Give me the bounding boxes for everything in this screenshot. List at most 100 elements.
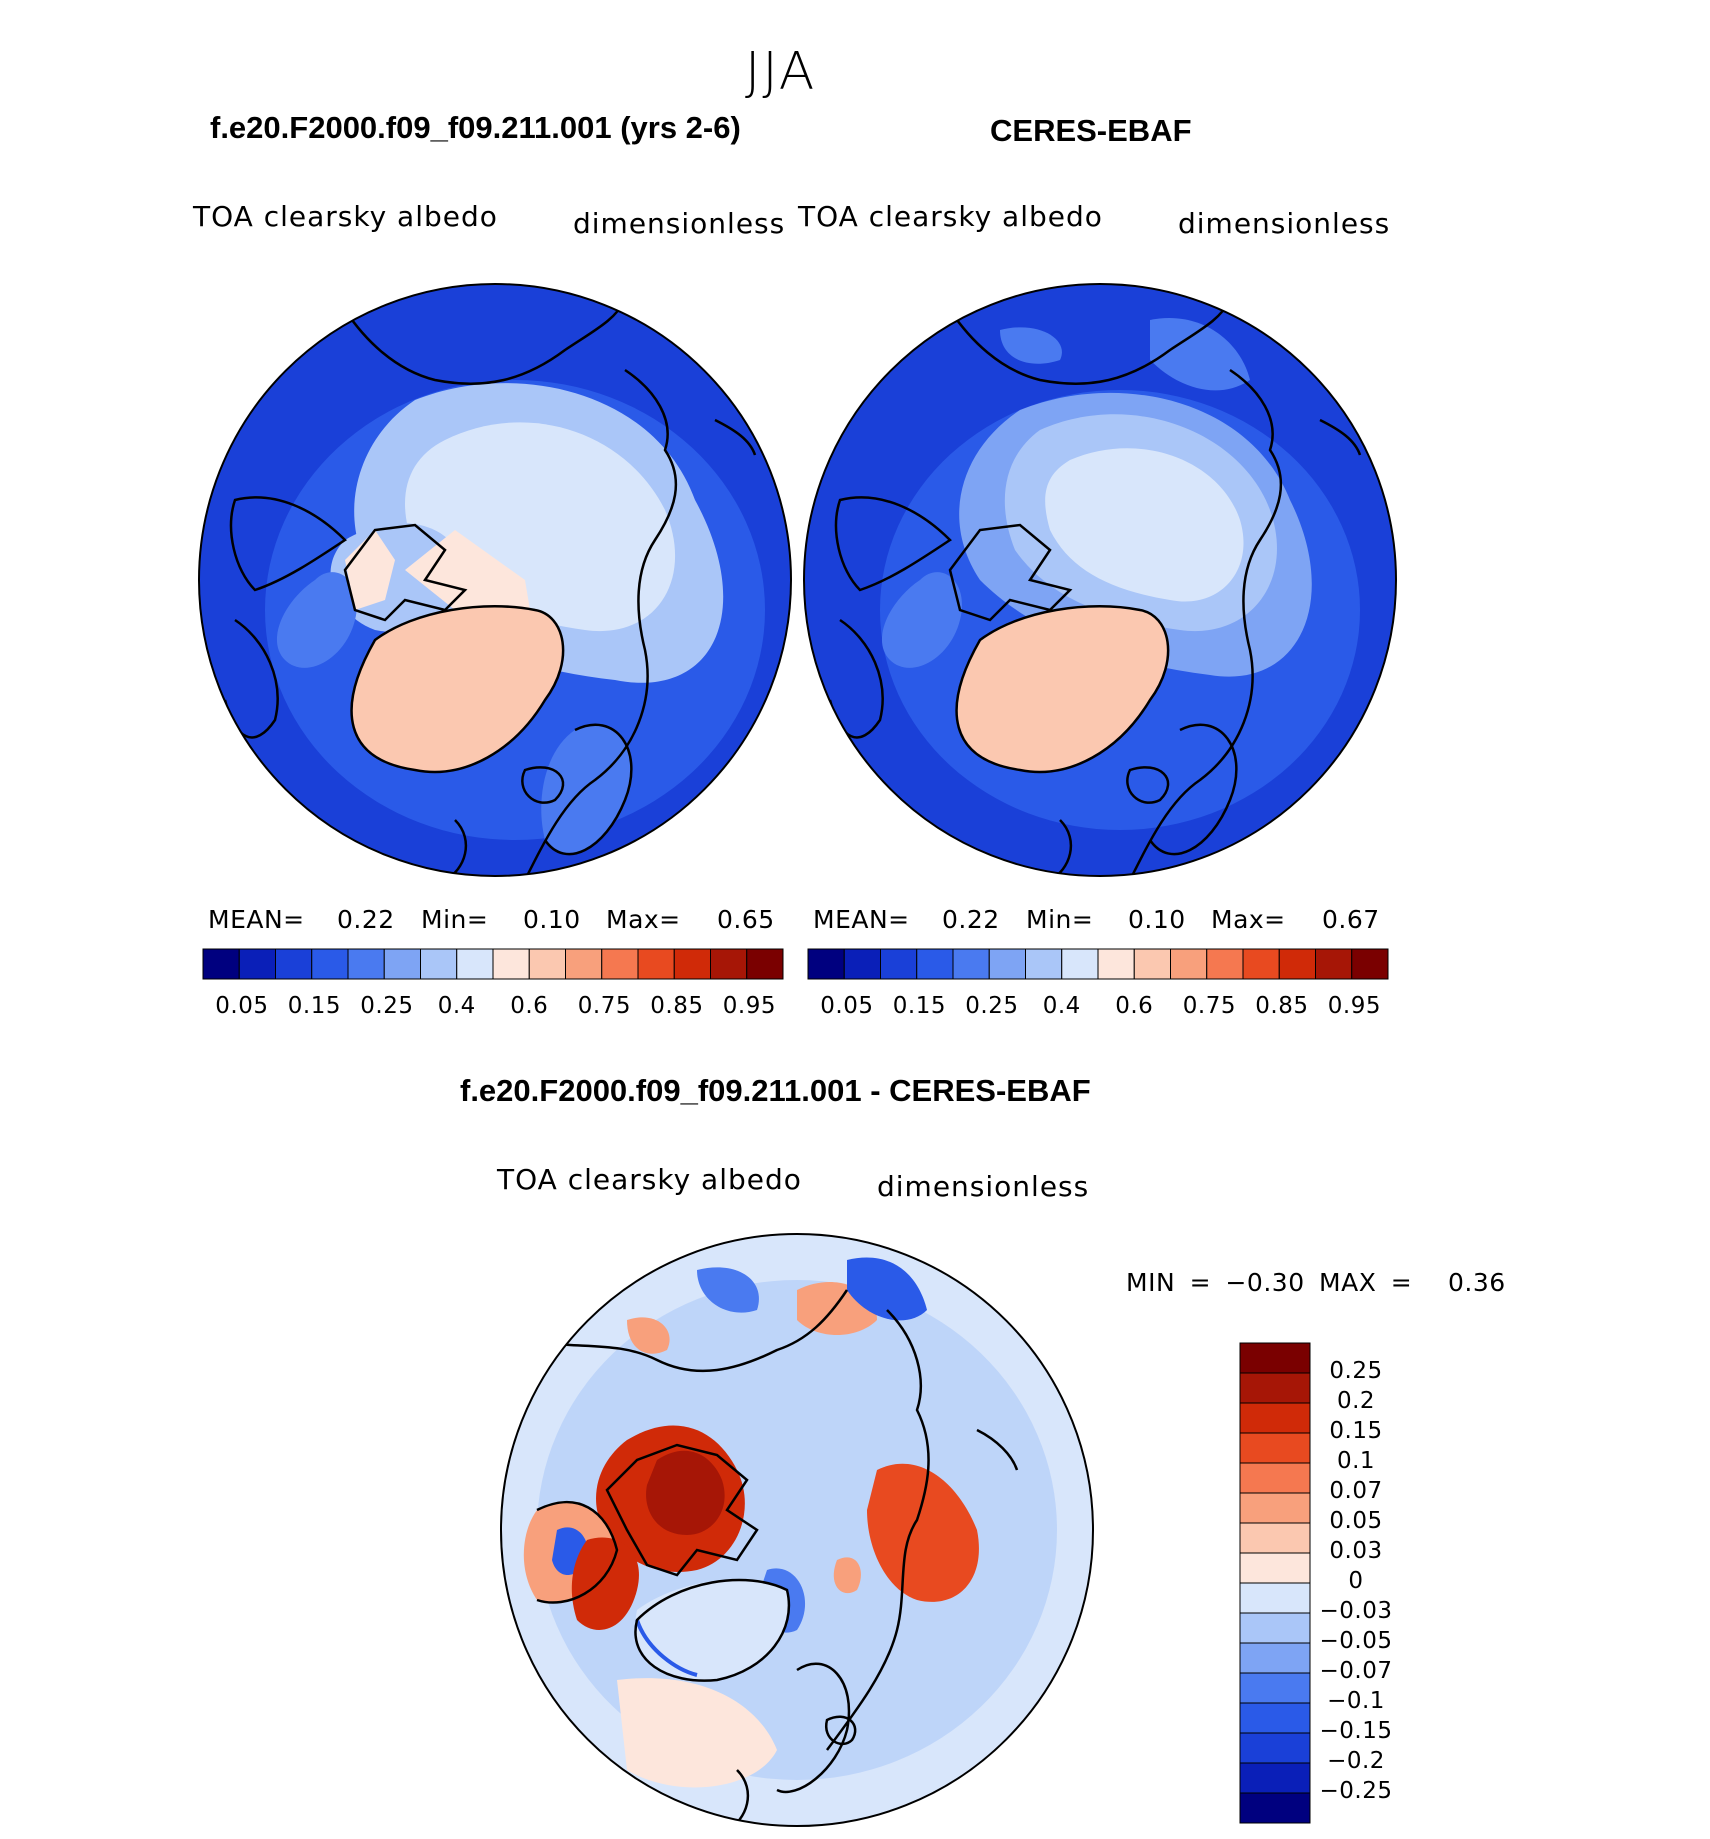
colorbar-swatch xyxy=(528,948,566,980)
obs-panel-title: CERES-EBAF xyxy=(990,113,1192,148)
colorbar-swatch xyxy=(1239,1732,1311,1764)
colorbar-tick-label: 0.25 xyxy=(965,993,1019,1019)
colorbar-swatch xyxy=(383,948,421,980)
colorbar-swatch xyxy=(1278,948,1316,980)
colorbar-swatch xyxy=(843,948,881,980)
colorbar-swatch xyxy=(1239,1612,1311,1644)
model-min-label: Min= xyxy=(421,905,489,934)
diff-minmax-label: MIN = −0.30 MAX = xyxy=(1126,1268,1413,1297)
colorbar-swatch xyxy=(347,948,385,980)
colorbar-tick-label: −0.03 xyxy=(1319,1598,1393,1624)
colorbar-swatch xyxy=(1239,1552,1311,1584)
model-max-value: 0.65 xyxy=(717,905,775,934)
model-mean-label: MEAN= xyxy=(208,905,305,934)
model-units-label: dimensionless xyxy=(573,207,786,240)
colorbar-swatch xyxy=(1239,1522,1311,1554)
obs-max-label: Max= xyxy=(1211,905,1286,934)
colorbar-tick-label: 0.05 xyxy=(820,993,874,1019)
colorbar-swatch xyxy=(565,948,603,980)
colorbar-swatch xyxy=(746,948,784,980)
colorbar-tick-label: −0.05 xyxy=(1319,1628,1393,1654)
colorbar-tick-label: −0.2 xyxy=(1327,1748,1385,1774)
obs-variable-label: TOA clearsky albedo xyxy=(798,200,1103,233)
colorbar-swatch xyxy=(275,948,313,980)
colorbar-swatch xyxy=(1061,948,1099,980)
colorbar-swatch xyxy=(420,948,458,980)
colorbar-swatch xyxy=(1239,1762,1311,1794)
colorbar-tick-label: 0.25 xyxy=(1329,1358,1383,1384)
colorbar-tick-label: 0.15 xyxy=(892,993,946,1019)
colorbar-tick-label: −0.15 xyxy=(1319,1718,1393,1744)
colorbar-swatch xyxy=(1239,1462,1311,1494)
colorbar-tick-label: 0.4 xyxy=(1042,993,1081,1019)
colorbar-swatch xyxy=(988,948,1026,980)
colorbar-swatch xyxy=(1239,1402,1311,1434)
colorbar-swatch xyxy=(1239,1432,1311,1464)
diff-polar-map xyxy=(500,1233,1094,1827)
obs-polar-map xyxy=(803,283,1397,877)
model-max-label: Max= xyxy=(606,905,681,934)
obs-min-label: Min= xyxy=(1026,905,1094,934)
colorbar-swatch xyxy=(1239,1792,1311,1824)
colorbar-tick-label: 0.85 xyxy=(650,993,704,1019)
colorbar-swatch xyxy=(1315,948,1353,980)
colorbar-tick-label: 0.03 xyxy=(1329,1538,1383,1564)
obs-colorbar xyxy=(807,948,1389,980)
model-polar-map xyxy=(198,283,792,877)
model-mean-value: 0.22 xyxy=(337,905,395,934)
colorbar-tick-label: 0.1 xyxy=(1336,1448,1376,1474)
model-min-value: 0.10 xyxy=(523,905,581,934)
colorbar-swatch xyxy=(1133,948,1171,980)
colorbar-tick-label: 0.15 xyxy=(1329,1418,1383,1444)
colorbar-tick-label: 0.75 xyxy=(577,993,631,1019)
colorbar-swatch xyxy=(710,948,748,980)
colorbar-tick-label: 0.05 xyxy=(215,993,269,1019)
colorbar-tick-label: −0.1 xyxy=(1327,1688,1385,1714)
colorbar-swatch xyxy=(673,948,711,980)
colorbar-tick-label: −0.07 xyxy=(1319,1658,1393,1684)
colorbar-tick-label: 0.95 xyxy=(722,993,776,1019)
colorbar-tick-label: 0 xyxy=(1348,1568,1364,1594)
colorbar-swatch xyxy=(880,948,918,980)
colorbar-tick-label: 0.95 xyxy=(1327,993,1381,1019)
obs-min-value: 0.10 xyxy=(1128,905,1186,934)
colorbar-swatch xyxy=(1351,948,1389,980)
colorbar-swatch xyxy=(1239,1582,1311,1614)
colorbar-tick-label: 0.6 xyxy=(510,993,549,1019)
colorbar-tick-label: −0.25 xyxy=(1319,1778,1393,1804)
obs-max-value: 0.67 xyxy=(1322,905,1380,934)
obs-units-label: dimensionless xyxy=(1178,207,1391,240)
colorbar-swatch xyxy=(1239,1672,1311,1704)
colorbar-swatch xyxy=(202,948,240,980)
colorbar-tick-label: 0.6 xyxy=(1115,993,1154,1019)
colorbar-swatch xyxy=(637,948,675,980)
obs-mean-value: 0.22 xyxy=(942,905,1000,934)
colorbar-tick-label: 0.2 xyxy=(1336,1388,1376,1414)
colorbar-swatch xyxy=(601,948,639,980)
colorbar-tick-label: 0.15 xyxy=(287,993,341,1019)
model-panel-title: f.e20.F2000.f09_f09.211.001 (yrs 2-6) xyxy=(210,110,741,145)
colorbar-swatch xyxy=(311,948,349,980)
colorbar-swatch xyxy=(1170,948,1208,980)
colorbar-swatch xyxy=(1239,1492,1311,1524)
colorbar-swatch xyxy=(1097,948,1135,980)
colorbar-tick-label: 0.85 xyxy=(1255,993,1309,1019)
model-variable-label: TOA clearsky albedo xyxy=(193,200,498,233)
diff-colorbar xyxy=(1239,1342,1311,1824)
colorbar-swatch xyxy=(492,948,530,980)
colorbar-swatch xyxy=(952,948,990,980)
colorbar-swatch xyxy=(1239,1342,1311,1374)
model-colorbar xyxy=(202,948,784,980)
diff-variable-label: TOA clearsky albedo xyxy=(497,1163,802,1196)
season-title: JJA xyxy=(745,42,817,102)
colorbar-swatch xyxy=(807,948,845,980)
obs-mean-label: MEAN= xyxy=(813,905,910,934)
colorbar-swatch xyxy=(1239,1702,1311,1734)
colorbar-tick-label: 0.05 xyxy=(1329,1508,1383,1534)
colorbar-tick-label: 0.25 xyxy=(360,993,414,1019)
colorbar-tick-label: 0.07 xyxy=(1329,1478,1383,1504)
diff-max-value: 0.36 xyxy=(1448,1268,1506,1297)
colorbar-swatch xyxy=(1242,948,1280,980)
colorbar-swatch xyxy=(1025,948,1063,980)
colorbar-swatch xyxy=(1239,1372,1311,1404)
